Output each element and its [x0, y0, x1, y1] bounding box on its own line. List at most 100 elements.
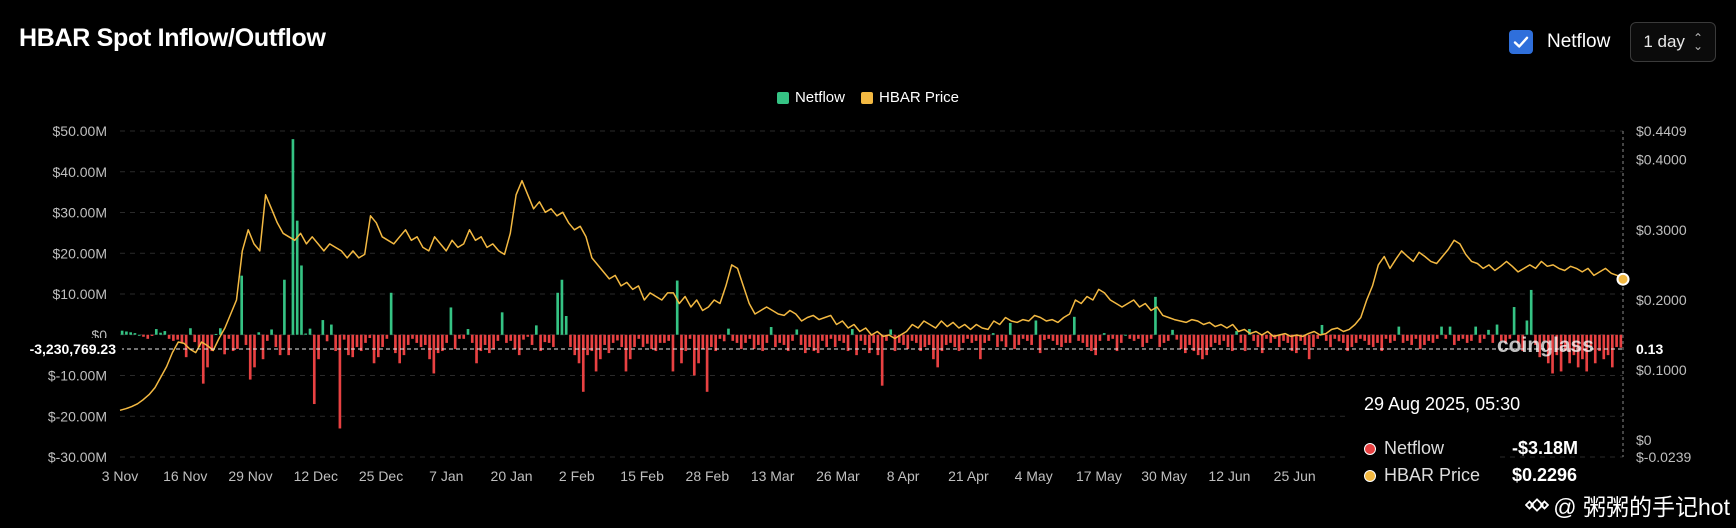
netflow-bar [1410, 334, 1413, 345]
netflow-bar [1337, 334, 1341, 342]
legend-item-netflow[interactable]: Netflow [776, 89, 845, 106]
netflow-bar [1401, 334, 1405, 343]
netflow-bar [893, 334, 897, 352]
netflow-bar [295, 220, 299, 335]
netflow-bar [146, 334, 150, 339]
netflow-bar [1453, 334, 1456, 345]
netflow-bar [846, 334, 850, 352]
netflow-bar [667, 334, 671, 341]
x-tick-label: 12 Dec [294, 468, 338, 484]
netflow-bar [1149, 334, 1153, 339]
left-tick-label: $10.00M [53, 286, 107, 302]
netflow-bar [120, 330, 124, 335]
netflow-bar [675, 280, 679, 335]
tooltip-value-price: $0.2296 [1512, 465, 1578, 485]
netflow-bar [283, 279, 286, 335]
netflow-bar [470, 334, 474, 343]
netflow-bar [744, 334, 747, 343]
netflow-bar [919, 334, 922, 352]
netflow-bar [364, 334, 367, 343]
netflow-bar [616, 334, 619, 341]
netflow-bar [769, 327, 773, 335]
netflow-bar [974, 334, 978, 341]
netflow-bar [991, 333, 995, 335]
right-tick-label: $0.3000 [1636, 222, 1687, 238]
netflow-bar [637, 334, 641, 339]
netflow-bar [1213, 334, 1217, 343]
netflow-bar [1252, 334, 1255, 341]
netflow-bar [1081, 334, 1085, 343]
x-tick-label: 29 Nov [228, 468, 272, 484]
netflow-bar [1034, 320, 1038, 335]
netflow-bar [1286, 334, 1290, 343]
tooltip-date: 29 Aug 2025, 05:30 [1364, 394, 1521, 414]
netflow-bar [534, 325, 538, 335]
netflow-bar [906, 334, 910, 350]
netflow-bar [1593, 334, 1597, 364]
netflow-bar [1615, 334, 1618, 347]
netflow-bar [838, 334, 841, 341]
netflow-bar [1602, 334, 1606, 360]
netflow-bar [586, 334, 589, 356]
netflow-bar [872, 334, 875, 343]
netflow-bar [530, 334, 534, 345]
netflow-bar [876, 334, 880, 356]
netflow-bar [1166, 334, 1170, 341]
netflow-checkbox[interactable] [1508, 30, 1533, 54]
netflow-bar [377, 334, 380, 358]
netflow-bar [923, 334, 927, 347]
netflow-bar [739, 334, 743, 350]
netflow-bar [1333, 334, 1337, 339]
netflow-bar [1111, 334, 1115, 339]
netflow-bar [979, 334, 982, 360]
netflow-bar [180, 334, 184, 343]
netflow-bar [722, 334, 726, 342]
x-tick-label: 25 Jun [1274, 468, 1316, 484]
netflow-bar [1572, 334, 1576, 356]
netflow-bar [270, 329, 273, 335]
netflow-bar [791, 334, 794, 341]
netflow-bar [863, 334, 867, 345]
netflow-bar [227, 334, 231, 339]
netflow-bar [1346, 334, 1349, 352]
netflow-bar [731, 334, 735, 341]
netflow-bar [458, 334, 461, 339]
netflow-bar [650, 334, 653, 350]
netflow-bar [825, 334, 828, 347]
netflow-bar [505, 334, 508, 343]
netflow-bar [765, 334, 769, 343]
tooltip-label-price: HBAR Price [1384, 465, 1481, 485]
netflow-bar [1461, 334, 1465, 339]
netflow-bar [125, 331, 128, 335]
netflow-bar [338, 334, 342, 429]
netflow-bar [402, 334, 406, 356]
x-tick-label: 13 Mar [751, 468, 795, 484]
netflow-bar [547, 334, 551, 343]
netflow-bar [961, 334, 965, 343]
netflow-bar [1470, 334, 1473, 341]
netflow-bar [714, 334, 717, 352]
netflow-bar [658, 334, 662, 343]
netflow-bar [248, 334, 252, 380]
netflow-bar [1119, 334, 1123, 343]
netflow-bar [1406, 334, 1409, 341]
netflow-bar [607, 334, 611, 354]
netflow-bar [1132, 334, 1136, 341]
netflow-checkbox-label[interactable]: Netflow [1546, 31, 1611, 52]
netflow-bar [1517, 334, 1520, 343]
netflow-bar [475, 334, 478, 364]
netflow-bar [1277, 334, 1281, 347]
netflow-bar [265, 334, 269, 341]
period-select[interactable]: 1 day ⌃ ⌄ [1630, 22, 1716, 62]
netflow-bar [799, 334, 803, 345]
netflow-bar [321, 320, 325, 335]
x-tick-label: 25 Dec [359, 468, 403, 484]
netflow-bar [590, 334, 594, 352]
legend-item-price[interactable]: HBAR Price [861, 89, 959, 106]
left-tick-label: $-30.00M [48, 449, 107, 465]
netflow-bar [300, 265, 303, 335]
netflow-bar [304, 333, 308, 335]
x-tick-label: 12 Jun [1208, 468, 1250, 484]
netflow-bar [394, 334, 397, 354]
